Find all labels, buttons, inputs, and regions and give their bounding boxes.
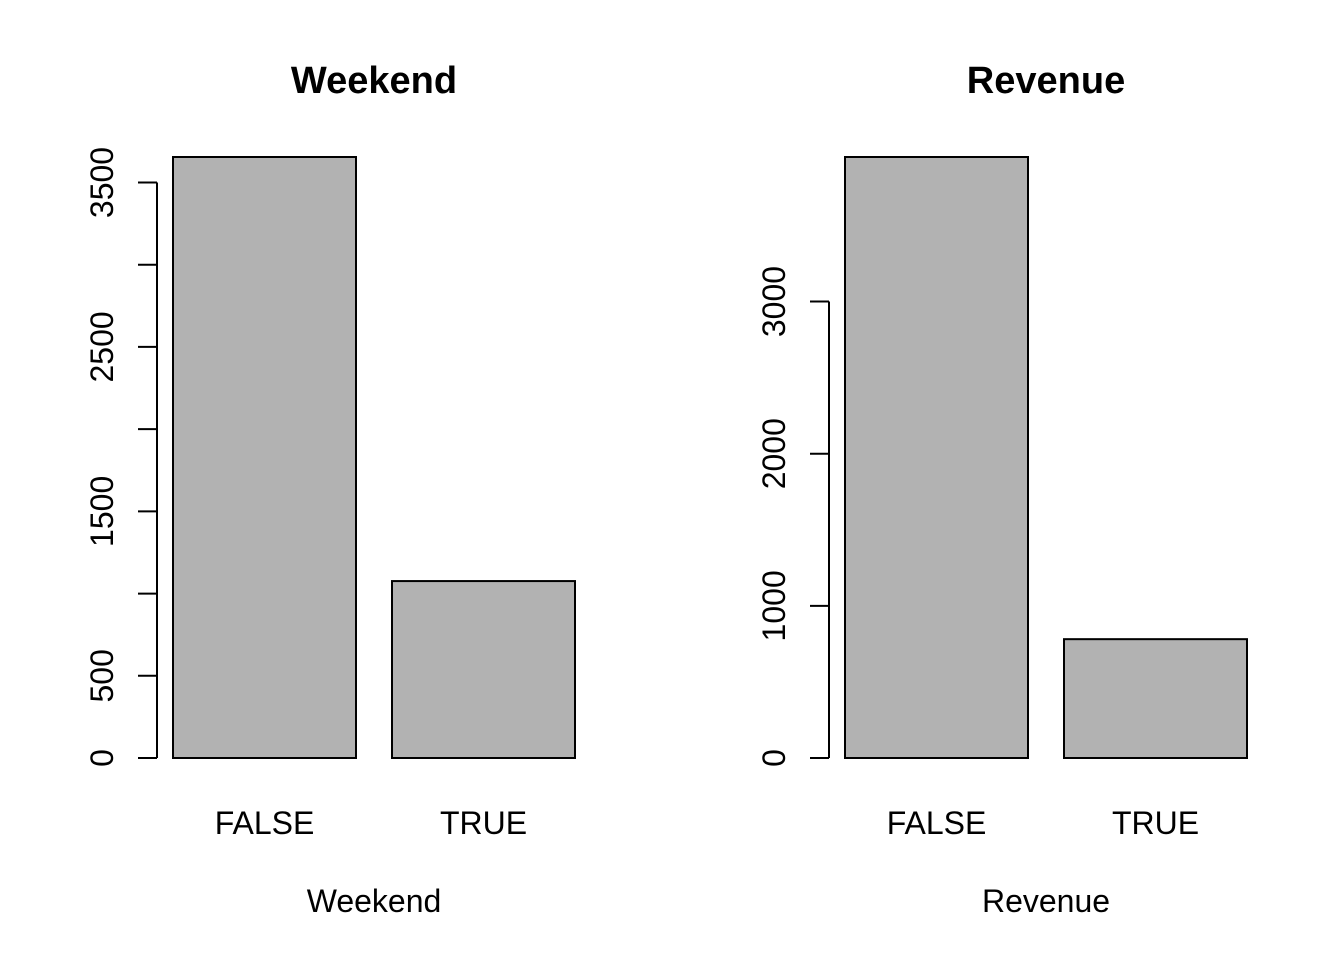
y-axis: 0 500 1500 2500 3500: [84, 147, 158, 767]
panel-revenue: Revenue Revenue 0 1000 2000 3000 FALSE TRUE: [756, 60, 1248, 919]
bars: [172, 156, 576, 759]
x-tick-labels: FALSE TRUE: [215, 805, 527, 841]
x-tick-label: TRUE: [440, 805, 527, 841]
y-tick-label: 2500: [84, 311, 120, 382]
y-tick-label: 1000: [756, 570, 792, 641]
panel-weekend: Weekend Weekend 0 500 1500 2500 3500 FALSE TR…: [84, 60, 576, 919]
bar-false: [844, 156, 1029, 759]
bar-true: [391, 580, 576, 759]
y-tick-label: 1500: [84, 476, 120, 547]
y-tick-label: 500: [84, 649, 120, 702]
chart-title: Weekend: [291, 60, 457, 102]
bars: [844, 156, 1248, 760]
x-tick-label: FALSE: [887, 805, 987, 841]
x-axis-label: Revenue: [982, 883, 1110, 919]
x-tick-label: TRUE: [1112, 805, 1199, 841]
x-axis-label: Weekend: [307, 883, 442, 919]
bar-true: [1063, 638, 1248, 760]
bar-false: [172, 156, 357, 759]
x-tick-label: FALSE: [215, 805, 315, 841]
y-tick-label: 0: [84, 749, 120, 767]
y-tick-label: 2000: [756, 418, 792, 489]
y-tick-label: 0: [756, 749, 792, 767]
x-tick-labels: FALSE TRUE: [887, 805, 1199, 841]
chart-title: Revenue: [967, 60, 1125, 102]
y-axis: 0 1000 2000 3000: [756, 266, 830, 767]
y-tick-label: 3000: [756, 266, 792, 337]
y-tick-label: 3500: [84, 147, 120, 218]
